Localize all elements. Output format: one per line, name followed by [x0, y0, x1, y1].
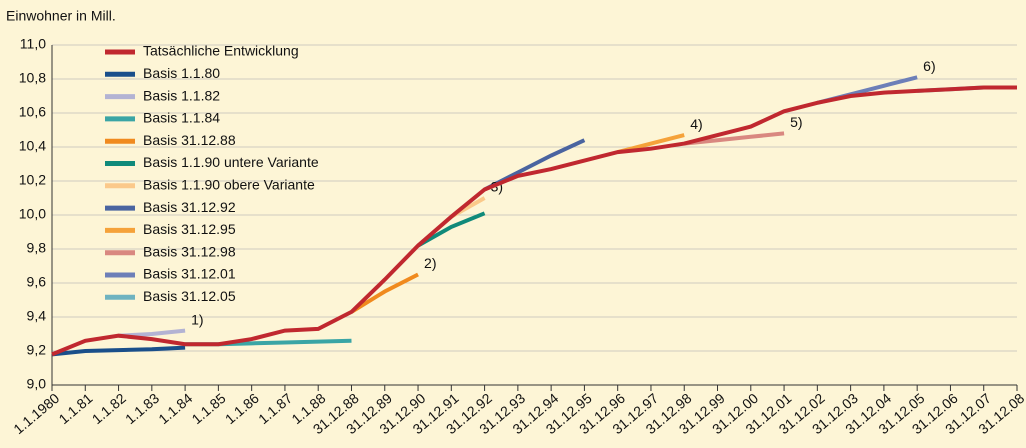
- series-annotation: 1): [191, 311, 203, 327]
- y-tick-label: 9,6: [27, 274, 47, 290]
- legend-label: Basis 31.12.01: [143, 266, 236, 282]
- y-tick-label: 10,8: [19, 70, 46, 86]
- legend-label: Basis 31.12.88: [143, 132, 236, 148]
- y-tick-label: 9,4: [27, 308, 47, 324]
- legend-label: Basis 31.12.05: [143, 288, 236, 304]
- series-line: [51, 345, 186, 357]
- y-tick-label: 9,0: [27, 376, 47, 392]
- series-annotation: 5): [790, 114, 802, 130]
- y-axis-label: Einwohner in Mill.: [6, 8, 116, 24]
- series-line: [417, 211, 486, 248]
- y-tick-label: 11,0: [20, 36, 46, 52]
- series-annotation: 4): [690, 116, 702, 132]
- series-annotation: 2): [424, 255, 436, 271]
- series-line: [350, 272, 419, 314]
- legend-label: Basis 1.1.84: [143, 110, 220, 126]
- y-tick-label: 9,8: [27, 240, 47, 256]
- y-tick-label: 10,2: [19, 172, 46, 188]
- legend-label: Tatsächliche Entwicklung: [143, 43, 299, 59]
- legend-label: Basis 1.1.90 obere Variante: [143, 177, 315, 193]
- legend-label: Basis 1.1.90 untere Variante: [143, 154, 319, 170]
- legend-label: Basis 31.12.95: [143, 221, 236, 237]
- legend-label: Basis 31.12.92: [143, 199, 236, 215]
- legend-label: Basis 1.1.80: [143, 65, 220, 81]
- y-tick-label: 10,0: [19, 206, 46, 222]
- series-annotation: 6): [923, 58, 935, 74]
- y-tick-label: 9,2: [27, 342, 47, 358]
- series-line: [684, 131, 785, 146]
- legend-label: Basis 1.1.82: [143, 87, 220, 103]
- series-line: [51, 85, 1017, 357]
- y-tick-label: 10,6: [19, 104, 46, 120]
- y-tick-label: 10,4: [19, 138, 46, 154]
- legend-label: Basis 31.12.98: [143, 243, 236, 259]
